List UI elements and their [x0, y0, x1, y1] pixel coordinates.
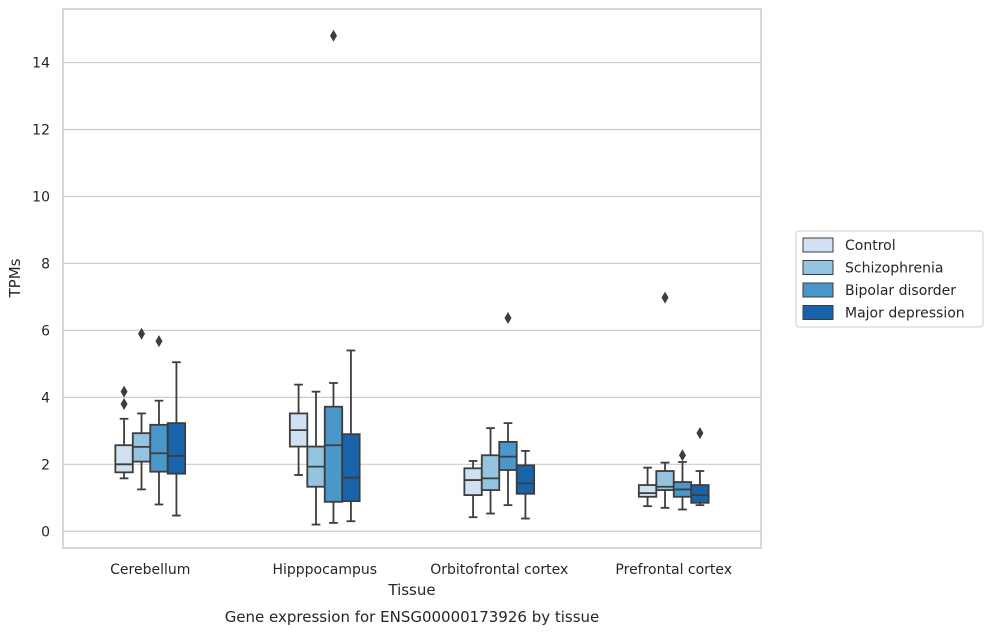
box-control — [288, 383, 309, 476]
legend-label: Schizophrenia — [845, 261, 943, 277]
box-iqr — [114, 444, 134, 474]
y-tick-label: 14 — [32, 56, 50, 72]
legend-swatch — [802, 237, 834, 253]
box-bipolar-disorder — [672, 449, 693, 511]
x-tick-label: Hipppocampus — [272, 562, 377, 578]
box-iqr — [655, 470, 675, 491]
x-axis-label: Tissue — [387, 581, 435, 599]
box-iqr — [166, 422, 187, 475]
box-iqr — [463, 467, 483, 497]
plot-frame — [62, 8, 762, 549]
box-iqr — [515, 464, 536, 495]
box-major-depression — [166, 361, 187, 517]
box-iqr — [480, 454, 501, 491]
legend-label: Major depression — [845, 306, 965, 322]
box-iqr — [323, 405, 344, 503]
outlier-point — [138, 327, 146, 340]
box-schizophrenia — [655, 291, 675, 509]
box-bipolar-disorder — [498, 312, 518, 507]
outlier-point — [329, 29, 337, 42]
outlier-point — [504, 312, 512, 325]
box-major-depression — [341, 349, 361, 523]
outlier-point — [155, 335, 163, 348]
x-tick-label: Prefrontal cortex — [615, 562, 732, 578]
legend-swatch — [802, 260, 834, 275]
y-tick-label: 2 — [41, 457, 50, 473]
y-tick-label: 6 — [41, 323, 50, 339]
legend-swatch — [802, 282, 834, 298]
x-tick-label: Orbitofrontal cortex — [430, 562, 568, 578]
outlier-point — [120, 398, 128, 411]
legend-swatch — [802, 305, 834, 320]
box-iqr — [341, 433, 361, 503]
outlier-point — [661, 291, 669, 304]
x-tick-label: Cerebellum — [110, 562, 190, 578]
x-tick-labels: Cerebellum Hipppocampus Orbitofrontal cort… — [110, 562, 732, 578]
box-iqr — [690, 484, 710, 504]
box-major-depression — [515, 450, 536, 520]
legend-frame — [795, 230, 984, 328]
box-iqr — [637, 484, 658, 498]
box-schizophrenia — [480, 427, 501, 515]
outlier-point — [678, 449, 686, 462]
chart-caption: Gene expression for ENSG00000173926 by t… — [225, 608, 600, 626]
outlier-point — [120, 385, 128, 398]
box-schizophrenia — [131, 327, 152, 491]
y-tick-label: 4 — [41, 390, 50, 406]
legend: Control Schizophrenia Bipolar disorder Majo… — [795, 230, 984, 328]
legend-label: Bipolar disorder — [845, 283, 956, 299]
y-tick-labels: 0 2 4 6 8 10 12 14 — [32, 56, 50, 541]
outlier-point — [696, 427, 704, 440]
box-iqr — [149, 423, 169, 473]
boxes-layer — [114, 29, 710, 526]
box-major-depression — [690, 427, 710, 507]
y-tick-label: 8 — [41, 256, 50, 272]
y-tick-label: 12 — [32, 123, 50, 139]
y-axis-label: TPMs — [6, 258, 24, 298]
box-bipolar-disorder — [149, 335, 169, 506]
box-schizophrenia — [306, 390, 326, 526]
legend-label: Control — [845, 238, 896, 254]
y-tick-label: 10 — [32, 189, 50, 205]
y-tick-label: 0 — [41, 524, 50, 540]
box-control — [114, 385, 134, 480]
